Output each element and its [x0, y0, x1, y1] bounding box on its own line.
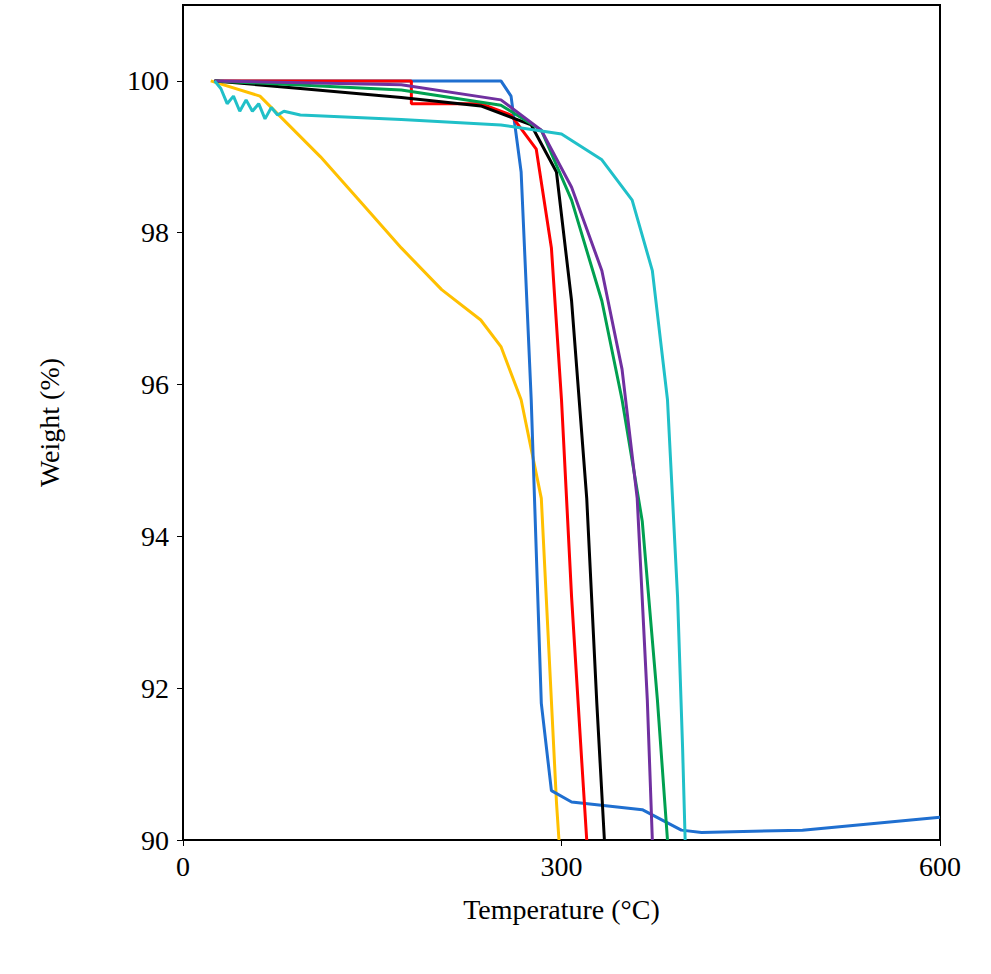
svg-text:96: 96	[141, 369, 169, 400]
svg-text:98: 98	[141, 217, 169, 248]
svg-text:92: 92	[141, 673, 169, 704]
svg-text:0: 0	[176, 851, 190, 882]
svg-text:90: 90	[141, 825, 169, 856]
svg-text:100: 100	[127, 65, 169, 96]
svg-text:94: 94	[141, 521, 169, 552]
svg-text:300: 300	[541, 851, 583, 882]
svg-text:600: 600	[919, 851, 961, 882]
svg-text:Temperature (°C): Temperature (°C)	[463, 894, 660, 925]
svg-text:Weight (%): Weight (%)	[34, 358, 65, 487]
